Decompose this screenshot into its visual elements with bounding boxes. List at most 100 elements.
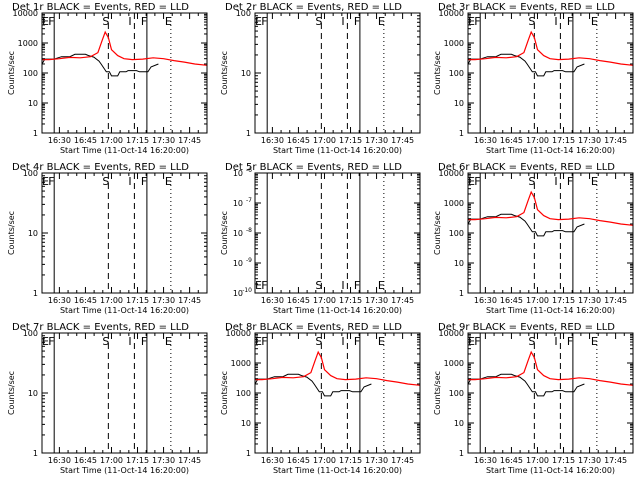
y-tick-label: 1 xyxy=(33,289,38,298)
x-tick-label: 16:45 xyxy=(500,136,523,145)
marker-label: E xyxy=(42,335,49,348)
y-tick-label: 10 xyxy=(28,229,38,238)
y-tick-label: 10 xyxy=(28,389,38,398)
plot-frame xyxy=(254,12,421,134)
x-tick-label: 16:45 xyxy=(74,456,97,465)
marker-label: S xyxy=(315,15,322,28)
y-axis-label: Counts/sec xyxy=(433,211,442,255)
marker-label: F xyxy=(261,335,267,348)
y-tick-label: 100 xyxy=(23,329,38,338)
x-tick-label: 17:45 xyxy=(391,456,414,465)
y-tick-exponent: -6 xyxy=(246,167,252,174)
marker-label: S xyxy=(102,335,109,348)
marker-label: F xyxy=(48,175,54,188)
x-tick-label: 17:15 xyxy=(552,456,575,465)
plot-frame xyxy=(467,172,634,294)
panel-title: Det 5r BLACK = Events, RED = LLD xyxy=(225,162,402,173)
x-tick-label: 17:15 xyxy=(126,456,149,465)
x-tick-label: 17:30 xyxy=(578,456,601,465)
x-tick-label: 17:00 xyxy=(313,136,336,145)
y-tick-label: 10000 xyxy=(226,329,251,338)
x-tick-label: 17:00 xyxy=(526,136,549,145)
marker-label: E xyxy=(591,175,598,188)
y-tick-label: 10 xyxy=(233,229,243,238)
marker-label: F xyxy=(474,175,480,188)
x-tick-label: 17:45 xyxy=(178,456,201,465)
x-axis-label: Start Time (11-Oct-14 16:20:00) xyxy=(273,146,402,155)
marker-label: E xyxy=(378,335,385,348)
marker-label: E xyxy=(591,335,598,348)
marker-label: E xyxy=(468,175,475,188)
marker-label: E xyxy=(165,175,172,188)
x-tick-label: 16:30 xyxy=(261,296,284,305)
marker-label: I xyxy=(341,335,344,348)
x-tick-label: 17:45 xyxy=(178,296,201,305)
y-tick-exponent: -10 xyxy=(242,287,252,294)
marker-label: E xyxy=(378,279,385,292)
y-tick-label: 100 xyxy=(23,69,38,78)
y-tick-label: 10 xyxy=(28,99,38,108)
event-series-line xyxy=(467,53,585,77)
y-axis-label: Counts/sec xyxy=(220,51,229,95)
marker-label: E xyxy=(468,335,475,348)
event-series-line xyxy=(41,53,159,77)
y-tick-label: 1000 xyxy=(444,199,464,208)
x-axis-label: Start Time (11-Oct-14 16:20:00) xyxy=(486,466,615,475)
marker-label: F xyxy=(474,15,480,28)
x-axis-label: Start Time (11-Oct-14 16:20:00) xyxy=(60,306,189,315)
marker-label: E xyxy=(42,175,49,188)
y-tick-label: 100 xyxy=(449,389,464,398)
y-tick-label: 100 xyxy=(236,389,251,398)
x-tick-label: 17:45 xyxy=(604,456,627,465)
x-tick-label: 16:45 xyxy=(500,296,523,305)
x-tick-label: 17:30 xyxy=(152,456,175,465)
x-tick-label: 17:30 xyxy=(152,296,175,305)
marker-label: F xyxy=(354,335,360,348)
y-tick-label: 1000 xyxy=(18,39,38,48)
x-tick-label: 17:45 xyxy=(391,296,414,305)
y-tick-label: 1 xyxy=(459,289,464,298)
x-tick-label: 17:30 xyxy=(365,136,388,145)
y-axis-label: Counts/sec xyxy=(220,371,229,415)
event-series-line xyxy=(467,213,585,237)
x-tick-label: 17:45 xyxy=(178,136,201,145)
x-tick-label: 16:45 xyxy=(74,296,97,305)
panel-title: Det 9r BLACK = Events, RED = LLD xyxy=(438,322,615,333)
x-axis-label: Start Time (11-Oct-14 16:20:00) xyxy=(486,306,615,315)
y-tick-label: 10 xyxy=(241,69,251,78)
x-tick-label: 17:30 xyxy=(365,456,388,465)
panel-title: Det 8r BLACK = Events, RED = LLD xyxy=(225,322,402,333)
y-tick-label: 10 xyxy=(233,169,243,178)
x-tick-label: 16:30 xyxy=(474,136,497,145)
y-tick-exponent: -8 xyxy=(246,227,252,234)
x-tick-label: 17:00 xyxy=(526,296,549,305)
y-tick-label: 100 xyxy=(23,169,38,178)
x-tick-label: 17:15 xyxy=(126,296,149,305)
y-tick-label: 1000 xyxy=(231,359,251,368)
x-tick-label: 16:45 xyxy=(500,456,523,465)
x-tick-label: 17:30 xyxy=(578,296,601,305)
event-series-line xyxy=(467,373,585,397)
x-tick-label: 17:15 xyxy=(552,136,575,145)
plot-frame xyxy=(41,12,208,134)
x-tick-label: 16:45 xyxy=(74,136,97,145)
x-tick-label: 16:45 xyxy=(287,136,310,145)
x-tick-label: 16:30 xyxy=(474,456,497,465)
marker-label: E xyxy=(468,15,475,28)
marker-label: I xyxy=(554,15,557,28)
marker-label: S xyxy=(528,15,535,28)
panel-title: Det 7r BLACK = Events, RED = LLD xyxy=(12,322,189,333)
y-tick-label: 10 xyxy=(233,199,243,208)
x-tick-label: 16:30 xyxy=(48,296,71,305)
event-series-line xyxy=(254,373,372,397)
y-tick-label: 1000 xyxy=(444,39,464,48)
x-tick-label: 17:15 xyxy=(339,456,362,465)
y-axis-label: Counts/sec xyxy=(220,211,229,255)
lld-series-line xyxy=(468,190,634,226)
